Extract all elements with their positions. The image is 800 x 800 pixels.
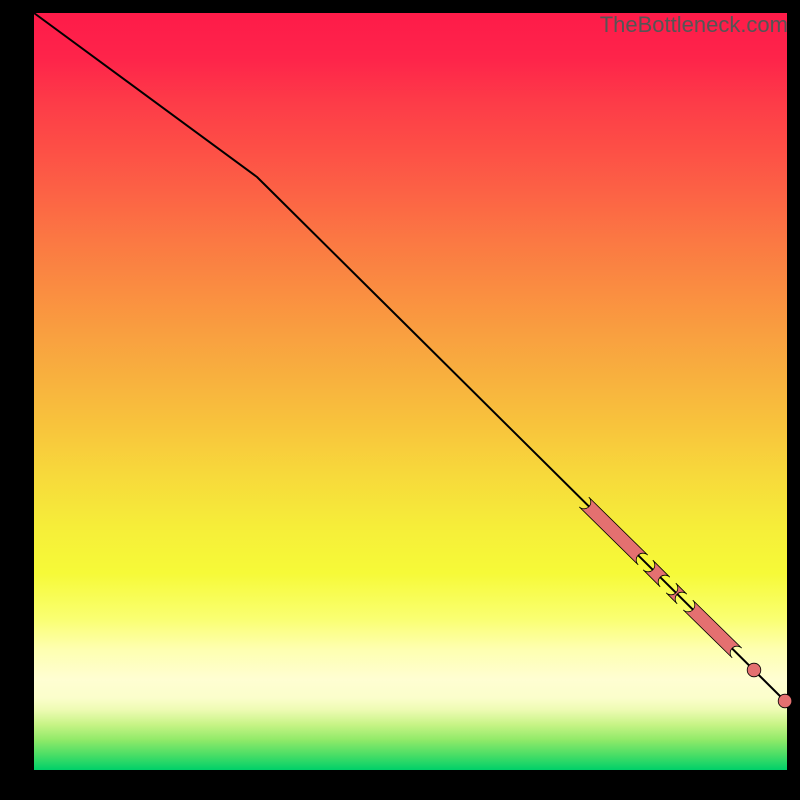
- marker-dot-0: [747, 663, 761, 677]
- marker-dot-1: [778, 694, 792, 708]
- watermark-text: TheBottleneck.com: [600, 12, 788, 38]
- chart-overlay-svg: [0, 0, 800, 800]
- chart-container: TheBottleneck.com: [0, 0, 800, 800]
- marker-pill-0: [579, 497, 648, 565]
